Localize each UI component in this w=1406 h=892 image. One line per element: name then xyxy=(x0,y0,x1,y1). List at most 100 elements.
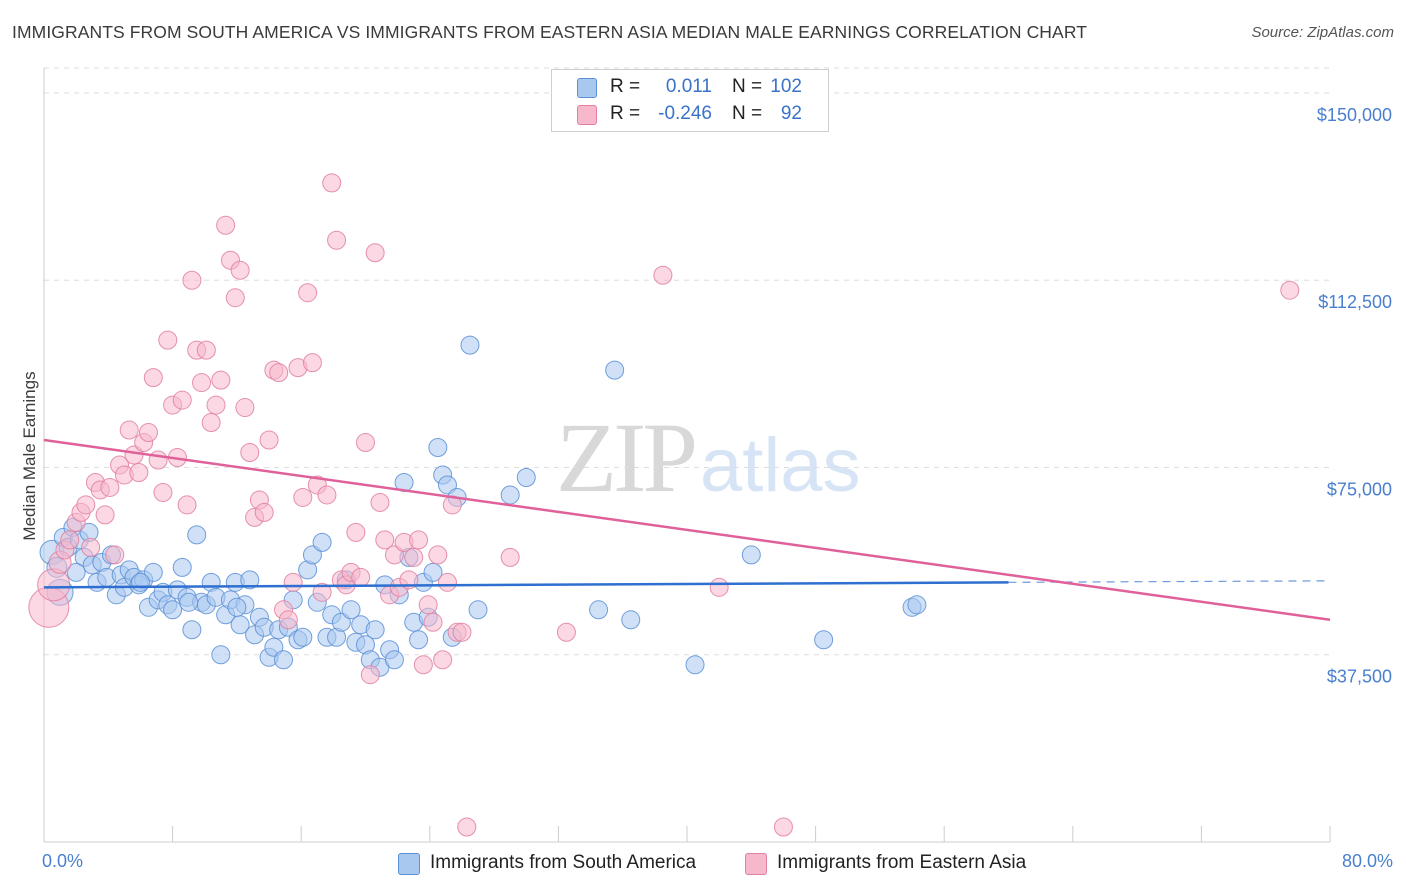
eastern-asia-point-63 xyxy=(346,522,366,542)
eastern-asia-point-58 xyxy=(322,173,342,193)
south-america-point-80 xyxy=(428,438,448,458)
eastern-asia-point-24 xyxy=(158,330,178,350)
eastern-asia-point-29 xyxy=(182,270,202,290)
eastern-asia-point-64 xyxy=(351,567,371,587)
grid-lines xyxy=(44,67,1330,656)
trend-line-south-america-extension xyxy=(1008,580,1331,583)
south-america-point-71 xyxy=(384,650,404,670)
eastern-asia-point-27 xyxy=(172,390,192,410)
stats-r-label: R = xyxy=(610,103,641,124)
eastern-asia-point-20 xyxy=(138,423,158,443)
x-tick-label-max: 80.0% xyxy=(1341,851,1393,871)
south-america-point-56 xyxy=(312,532,332,552)
south-america-point-90 xyxy=(605,360,625,380)
stats-r-label: R = xyxy=(610,76,641,97)
eastern-asia-point-79 xyxy=(423,612,443,632)
eastern-asia-point-28 xyxy=(177,495,197,515)
y-tick-label-0: $37,500 xyxy=(1327,667,1392,687)
eastern-asia-point-59 xyxy=(327,230,347,250)
eastern-asia-point-31 xyxy=(192,373,212,393)
eastern-asia-point-75 xyxy=(404,547,424,567)
stats-r-value: -0.246 xyxy=(658,103,712,124)
eastern-asia-point-77 xyxy=(413,655,433,675)
eastern-asia-point-41 xyxy=(240,443,260,463)
eastern-asia-point-90 xyxy=(709,577,729,597)
eastern-asia-point-39 xyxy=(230,260,250,280)
south-america-point-76 xyxy=(409,630,429,650)
eastern-asia-point-49 xyxy=(278,610,298,630)
eastern-asia-point-1 xyxy=(37,568,71,602)
eastern-asia-point-7 xyxy=(76,495,96,515)
eastern-asia-point-88 xyxy=(556,622,576,642)
y-tick-label-2: $112,500 xyxy=(1318,292,1392,312)
eastern-asia-point-65 xyxy=(356,433,375,453)
eastern-asia-point-92 xyxy=(1280,280,1300,300)
eastern-asia-point-12 xyxy=(100,477,120,497)
eastern-asia-point-8 xyxy=(81,537,101,557)
y-tick-labels: $37,500 $75,000 $112,500 $150,000 xyxy=(1317,105,1392,687)
south-america-point-29 xyxy=(182,620,202,640)
south-america-point-93 xyxy=(741,545,761,565)
eastern-asia-point-66 xyxy=(360,665,380,685)
eastern-asia-point-22 xyxy=(148,450,168,470)
eastern-asia-point-87 xyxy=(500,547,520,567)
stats-swatch-south-america xyxy=(577,78,597,98)
south-america-point-94 xyxy=(814,630,834,650)
eastern-asia-point-85 xyxy=(452,622,472,642)
south-america-point-101 xyxy=(227,597,247,617)
legend-swatch-eastern-asia xyxy=(745,853,767,875)
eastern-asia-point-76 xyxy=(409,530,429,550)
south-america-point-27 xyxy=(172,557,192,577)
south-america-point-100 xyxy=(179,592,199,612)
eastern-asia-point-78 xyxy=(418,595,438,615)
legend-label-eastern-asia: Immigrants from Eastern Asia xyxy=(777,852,1027,873)
south-america-point-98 xyxy=(66,562,86,582)
eastern-asia-point-13 xyxy=(105,545,125,565)
stats-n-value: 102 xyxy=(770,76,802,97)
trend-line-eastern-asia xyxy=(43,438,1331,622)
y-tick-label-3: $150,000 xyxy=(1317,105,1392,125)
south-america-point-87 xyxy=(500,485,520,505)
eastern-asia-point-45 xyxy=(259,430,279,450)
eastern-asia-point-82 xyxy=(437,572,457,592)
stats-legend: R = 0.011 N = 102 R = -0.246 N = 92 xyxy=(551,69,829,132)
stats-n-label: N = xyxy=(732,76,763,97)
eastern-asia-point-67 xyxy=(365,243,385,263)
series-south-america-points xyxy=(39,335,927,677)
eastern-asia-point-81 xyxy=(433,650,453,670)
eastern-asia-point-23 xyxy=(153,482,173,502)
eastern-asia-point-80 xyxy=(428,545,448,565)
eastern-asia-point-44 xyxy=(254,502,274,522)
eastern-asia-point-52 xyxy=(293,487,313,507)
eastern-asia-point-33 xyxy=(201,413,221,433)
trend-line-south-america xyxy=(43,581,1009,589)
south-america-point-88 xyxy=(516,467,536,487)
eastern-asia-point-35 xyxy=(211,370,231,390)
south-america-point-21 xyxy=(143,562,163,582)
chart-source: Source: ZipAtlas.com xyxy=(1251,24,1394,41)
stats-n-label: N = xyxy=(732,103,763,124)
eastern-asia-point-38 xyxy=(225,288,245,308)
stats-r-value: 0.011 xyxy=(665,76,712,97)
eastern-asia-point-34 xyxy=(206,395,226,415)
y-tick-label-1: $75,000 xyxy=(1327,479,1392,499)
south-america-point-52 xyxy=(293,627,313,647)
eastern-asia-point-50 xyxy=(283,572,303,592)
eastern-asia-point-32 xyxy=(196,340,216,360)
south-america-point-99 xyxy=(130,572,150,592)
eastern-asia-point-69 xyxy=(375,530,395,550)
south-america-point-96 xyxy=(907,595,927,615)
eastern-asia-point-57 xyxy=(317,485,337,505)
eastern-asia-point-36 xyxy=(216,215,236,235)
south-america-point-67 xyxy=(365,620,385,640)
south-america-point-35 xyxy=(211,645,231,665)
eastern-asia-point-16 xyxy=(119,420,139,440)
series-eastern-asia-points xyxy=(28,173,1300,837)
eastern-asia-point-21 xyxy=(143,368,163,388)
stats-n-value: 92 xyxy=(780,103,802,124)
south-america-point-25 xyxy=(163,600,183,620)
eastern-asia-point-89 xyxy=(653,265,673,285)
legend-label-south-america: Immigrants from South America xyxy=(430,852,697,873)
south-america-point-92 xyxy=(685,655,705,675)
